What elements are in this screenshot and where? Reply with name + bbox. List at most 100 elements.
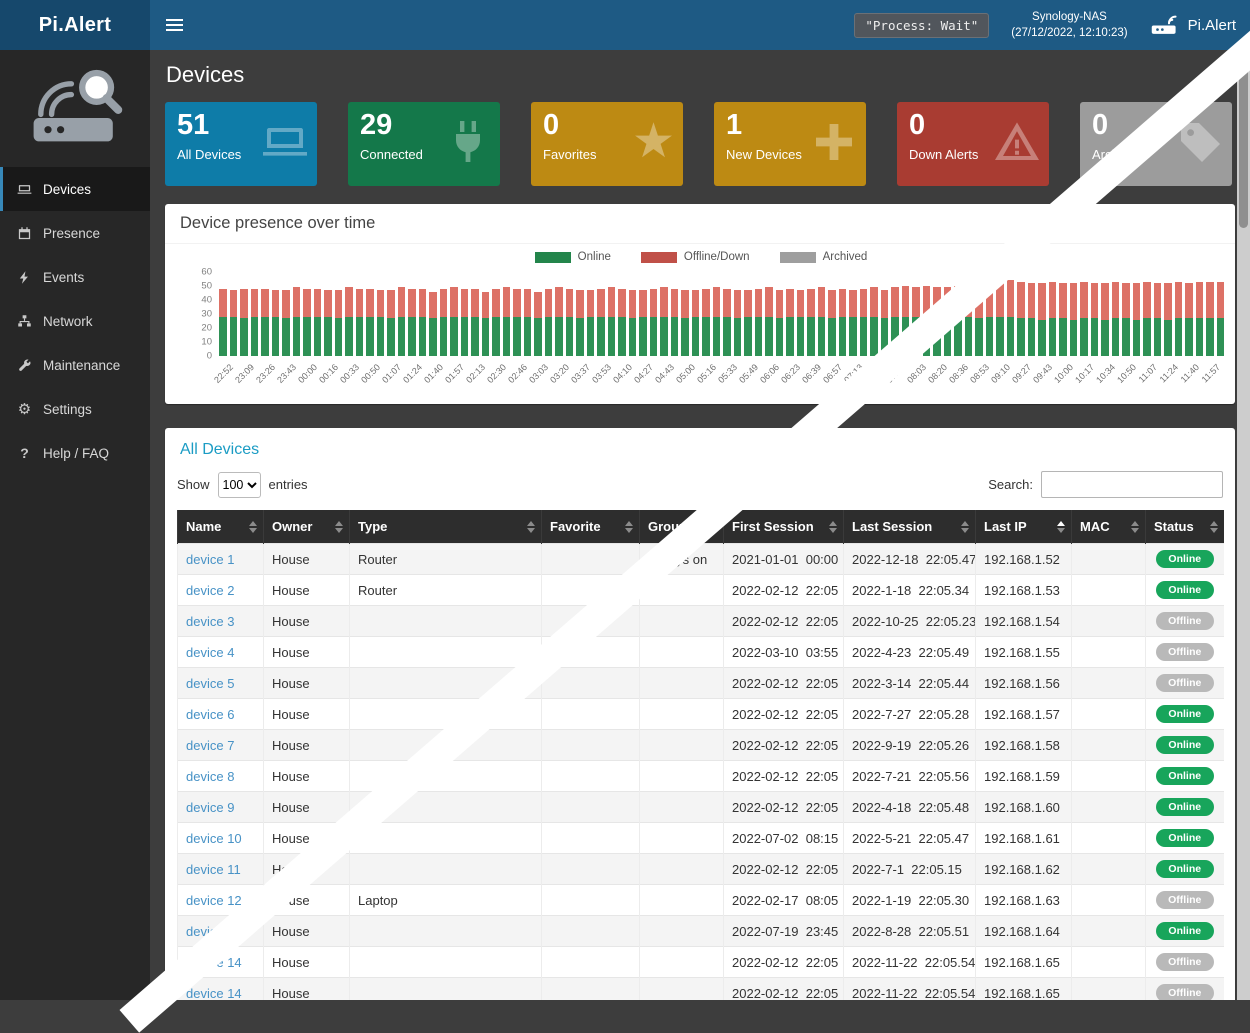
chart-bar	[229, 290, 237, 356]
status-cell: Offline	[1145, 884, 1224, 916]
column-header-first-session[interactable]: First Session	[723, 510, 844, 544]
x-axis-label: 08:20	[926, 362, 950, 386]
summary-card-down-alerts[interactable]: 0 Down Alerts	[897, 102, 1049, 186]
summary-card-all-devices[interactable]: 51 All Devices	[165, 102, 317, 186]
type-cell	[349, 946, 542, 978]
chart-bar	[628, 290, 636, 356]
chart-segment-online	[418, 316, 426, 356]
group-cell: Always on	[639, 543, 724, 575]
last-session-cell: 2022-11-22 22:05.54	[843, 946, 976, 978]
question-icon: ?	[20, 445, 29, 461]
chart-segment-offline-down	[334, 290, 342, 319]
chart-segment-online	[1216, 318, 1224, 356]
device-name-link[interactable]: device 2	[186, 582, 235, 598]
status-cell: Online	[1145, 760, 1224, 792]
group-cell	[639, 977, 724, 1000]
device-name-link[interactable]: device 14	[186, 954, 242, 970]
table-controls: Show 100 entries Search:	[165, 463, 1235, 510]
chart-segment-offline-down	[670, 288, 678, 317]
chart-segment-offline-down	[1153, 283, 1161, 319]
sidebar-toggle-button[interactable]	[150, 0, 198, 50]
chart-segment-online	[576, 318, 584, 356]
favorite-cell	[541, 977, 640, 1000]
search-input[interactable]	[1041, 471, 1223, 498]
first-session-cell: 2022-02-12 22:05	[723, 574, 844, 606]
chart-bar	[1111, 281, 1119, 356]
device-name-link[interactable]: device 6	[186, 706, 235, 722]
summary-card-connected[interactable]: 29 Connected	[348, 102, 500, 186]
device-row: device 10 House 2022-07-02 08:15 2022-5-21 …	[177, 822, 1224, 854]
mac-cell	[1071, 760, 1146, 792]
chart-bar	[597, 288, 605, 356]
device-name-link[interactable]: device 5	[186, 675, 235, 691]
chart-bar	[240, 288, 248, 356]
device-name-link[interactable]: device 1	[186, 551, 235, 567]
app-logo[interactable]: Pi.Alert	[0, 0, 150, 50]
chart-bar	[712, 287, 720, 356]
chart-segment-online	[481, 318, 489, 356]
chart-bar	[397, 287, 405, 356]
chart-segment-online	[943, 316, 951, 356]
first-session-cell: 2021-01-01 00:00	[723, 543, 844, 575]
column-header-favorite[interactable]: Favorite	[541, 510, 640, 544]
calendar-icon	[16, 225, 33, 242]
devices-panel-title: All Devices	[180, 441, 260, 458]
column-header-status[interactable]: Status	[1145, 510, 1224, 544]
sidebar-item-devices[interactable]: Devices	[0, 167, 150, 211]
chart-segment-offline-down	[943, 287, 951, 317]
chart-segment-online	[1111, 318, 1119, 356]
chart-bar	[1143, 281, 1151, 356]
chart-segment-offline-down	[1111, 281, 1119, 319]
device-name-link[interactable]: device 11	[186, 861, 241, 877]
navbar-brand-link[interactable]: Pi.Alert	[1150, 13, 1236, 37]
scrollbar-thumb[interactable]	[1239, 56, 1248, 228]
device-name-link[interactable]: device 8	[186, 768, 235, 784]
chart-segment-offline-down	[628, 290, 636, 319]
sidebar-item-events[interactable]: Events	[0, 255, 150, 299]
router-icon	[1150, 13, 1180, 37]
first-session-cell: 2022-02-12 22:05	[723, 729, 844, 761]
column-header-type[interactable]: Type	[349, 510, 542, 544]
entries-select[interactable]: 100	[217, 471, 261, 498]
chart-bar	[250, 288, 258, 356]
x-axis-label: 00:16	[317, 362, 341, 386]
column-header-mac[interactable]: MAC	[1071, 510, 1146, 544]
device-name-link[interactable]: device 14	[186, 985, 242, 1001]
device-name-link[interactable]: device 4	[186, 644, 235, 660]
column-header-last-session[interactable]: Last Session	[843, 510, 976, 544]
chart-segment-online	[607, 316, 615, 356]
column-header-owner[interactable]: Owner	[263, 510, 350, 544]
sidebar-item-settings[interactable]: ⚙ Settings	[0, 387, 150, 431]
summary-card-new-devices[interactable]: 1 New Devices	[714, 102, 866, 186]
status-cell: Offline	[1145, 636, 1224, 668]
device-name-link[interactable]: device 12	[186, 892, 242, 908]
favorite-cell	[541, 636, 640, 668]
summary-card-archived[interactable]: 0 Archived	[1080, 102, 1232, 186]
legend-item-archived: Archived	[779, 251, 867, 263]
device-name-link[interactable]: device 3	[186, 613, 235, 629]
chart-bar	[733, 290, 741, 356]
chart-segment-online	[450, 316, 458, 356]
chart-bar	[565, 288, 573, 356]
chart-segment-online	[261, 316, 269, 356]
summary-card-favorites[interactable]: 0 Favorites ★	[531, 102, 683, 186]
status-cell: Online	[1145, 791, 1224, 823]
device-name-link[interactable]: device 9	[186, 799, 235, 815]
vertical-scrollbar[interactable]	[1237, 50, 1250, 1000]
sidebar-item-presence[interactable]: Presence	[0, 211, 150, 255]
x-axis-label: 08:36	[947, 362, 971, 386]
device-name-link[interactable]: device 10	[186, 830, 242, 846]
chart-segment-offline-down	[355, 288, 363, 317]
column-header-last-ip[interactable]: Last IP	[975, 510, 1072, 544]
chart-segment-offline-down	[796, 290, 804, 317]
chart-bar	[261, 288, 269, 356]
chart-bar	[859, 288, 867, 356]
device-name-link[interactable]: device 7	[186, 737, 235, 753]
sidebar-item-network[interactable]: Network	[0, 299, 150, 343]
sidebar-item-help-faq[interactable]: ? Help / FAQ	[0, 431, 150, 475]
column-header-group[interactable]: Group	[639, 510, 724, 544]
sidebar-item-maintenance[interactable]: Maintenance	[0, 343, 150, 387]
column-header-name[interactable]: Name	[177, 510, 264, 544]
group-cell	[639, 636, 724, 668]
device-name-link[interactable]: device 13	[186, 923, 242, 939]
